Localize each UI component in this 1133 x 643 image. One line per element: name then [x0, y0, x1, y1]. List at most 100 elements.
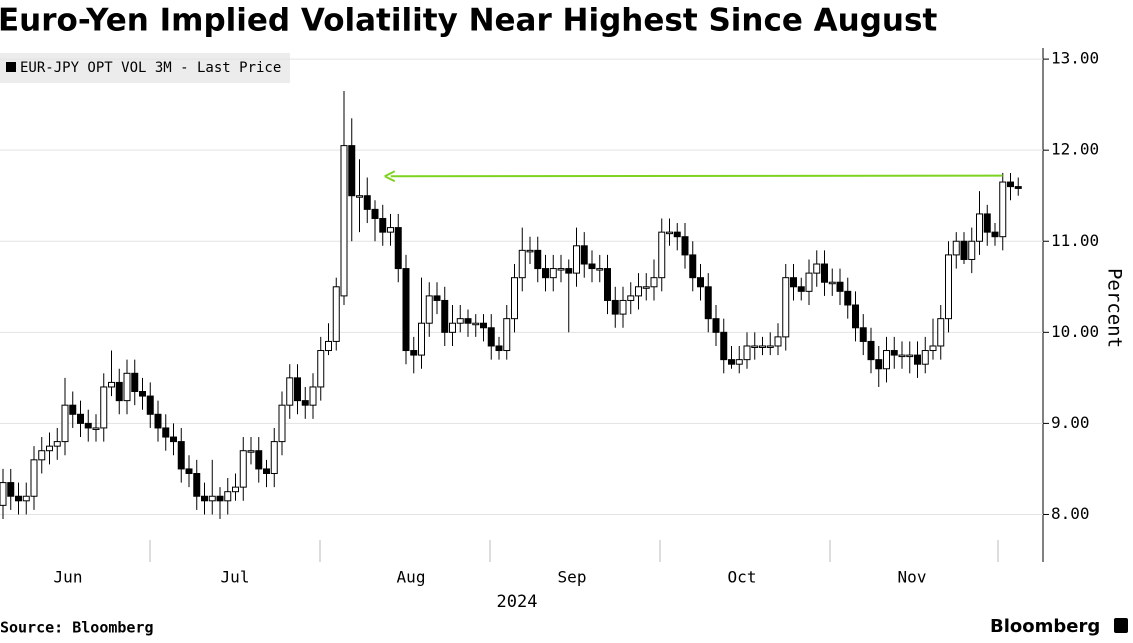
- candle-body: [480, 322, 487, 329]
- candle-body: [1007, 181, 1014, 188]
- candle-body: [433, 295, 441, 301]
- candle-body: [115, 381, 123, 402]
- candle-body: [332, 286, 340, 342]
- candle-body: [177, 441, 185, 470]
- legend-label: EUR-JPY OPT VOL 3M - Last Price: [20, 60, 281, 76]
- candle-body: [503, 318, 511, 352]
- candle-body: [580, 245, 588, 265]
- candle-body: [239, 450, 247, 488]
- y-tick-label: 8.00: [1051, 504, 1090, 523]
- candle-body: [53, 441, 61, 447]
- candle-body: [1014, 186, 1022, 189]
- candle-body: [611, 299, 619, 315]
- candle-body: [317, 350, 325, 388]
- x-tick-label: Jul: [221, 568, 250, 587]
- candle-body: [123, 372, 131, 402]
- source: Source: Bloomberg: [0, 619, 154, 637]
- candle-body: [170, 436, 177, 443]
- x-tick-label: Jun: [54, 568, 83, 587]
- candle-body: [22, 495, 30, 502]
- candle-body: [185, 468, 193, 474]
- candle-body: [673, 231, 681, 238]
- x-tick-label: Sep: [558, 568, 587, 587]
- candle-body: [309, 386, 317, 406]
- candle-body: [441, 299, 449, 333]
- candle-body: [588, 263, 596, 270]
- candle-body: [410, 350, 418, 356]
- candle-body: [472, 322, 480, 326]
- candle-body: [976, 213, 983, 242]
- candle-body: [139, 391, 146, 397]
- candle-body: [255, 450, 263, 470]
- candle-body: [387, 227, 394, 233]
- candle-body: [821, 263, 828, 283]
- chart-title: Euro-Yen Implied Volatility Near Highest…: [0, 3, 937, 39]
- candle-body: [7, 482, 15, 497]
- candle-body: [697, 277, 704, 288]
- candle-body: [201, 495, 208, 502]
- candle-body: [394, 227, 402, 270]
- candle-body: [774, 336, 782, 347]
- candle-body: [100, 386, 108, 429]
- candle-body: [983, 213, 991, 233]
- candle-body: [937, 318, 945, 347]
- candle-body: [449, 322, 456, 333]
- candle-body: [898, 354, 906, 358]
- candle-body: [960, 240, 968, 260]
- candle-body: [720, 331, 728, 361]
- candle-body: [208, 495, 216, 502]
- candle-body: [247, 450, 255, 453]
- candle-body: [689, 254, 697, 279]
- candle-body: [604, 268, 611, 301]
- candle-body: [929, 345, 937, 352]
- candle-body: [224, 491, 232, 502]
- candle-body: [77, 413, 84, 424]
- candle-body: [154, 413, 162, 429]
- candle-body: [681, 236, 689, 256]
- x-sublabel: 2024: [497, 592, 538, 612]
- y-tick-label: 10.00: [1051, 322, 1099, 341]
- candle-body: [162, 427, 170, 438]
- candle-body: [573, 245, 580, 274]
- candle-body: [193, 472, 201, 497]
- candle-body: [867, 340, 875, 361]
- candle-body: [859, 327, 867, 342]
- candle-body: [557, 268, 565, 271]
- candle-body: [666, 231, 673, 235]
- candle-body: [642, 286, 650, 289]
- candle-body: [542, 268, 549, 279]
- brand: Bloomberg: [990, 616, 1100, 637]
- candle-body: [728, 359, 735, 365]
- arrow-head: [384, 170, 396, 183]
- candle-body: [270, 441, 278, 474]
- candle-body: [945, 254, 952, 320]
- candle-body: [914, 354, 921, 365]
- candle-body: [15, 495, 22, 502]
- y-tick-label: 13.00: [1051, 49, 1099, 68]
- candle-body: [456, 318, 464, 324]
- candle-body: [46, 445, 53, 452]
- candle-body: [534, 249, 542, 270]
- candle-body: [526, 249, 534, 253]
- candle-body: [635, 286, 642, 297]
- candle-body: [38, 450, 46, 461]
- candle-body: [883, 350, 890, 370]
- y-axis-label: Percent: [1104, 268, 1126, 348]
- candle-body: [805, 272, 813, 292]
- candle-body: [991, 231, 999, 238]
- candle-body: [735, 359, 743, 365]
- candle-body: [875, 359, 883, 370]
- candle-body: [131, 372, 139, 393]
- candle-body: [325, 340, 332, 352]
- candle-body: [658, 231, 666, 279]
- candle-body: [549, 268, 557, 279]
- candle-body: [844, 290, 852, 306]
- candle-body: [402, 268, 410, 352]
- candle-body: [301, 400, 309, 406]
- candle-body: [84, 422, 92, 429]
- candle-body: [712, 318, 720, 333]
- candle-body: [565, 268, 573, 274]
- candle-body: [596, 268, 604, 271]
- candle-body: [828, 281, 836, 285]
- candle-body: [348, 145, 356, 197]
